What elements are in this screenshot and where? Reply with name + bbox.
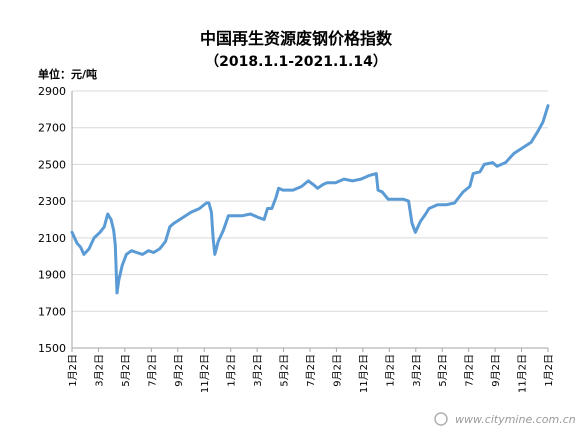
y-tick-label: 1900 — [38, 269, 66, 282]
y-tick-label: 2900 — [38, 85, 66, 98]
x-tick-label: 9月2日 — [490, 354, 502, 387]
y-tick-label: 1500 — [38, 342, 66, 355]
y-tick-label: 1700 — [38, 305, 66, 318]
x-tick-label: 11月2日 — [517, 354, 529, 393]
unit-label: 单位：元/吨 — [38, 67, 97, 81]
x-tick-label: 7月2日 — [146, 354, 158, 387]
axes — [71, 91, 548, 349]
x-tick-label: 5月2日 — [120, 354, 132, 387]
series-layer — [70, 104, 550, 295]
y-tick-label: 2700 — [38, 122, 66, 135]
x-tick-label: 3月2日 — [252, 354, 264, 387]
x-tick-label: 9月2日 — [331, 354, 343, 387]
x-tick-label: 11月2日 — [199, 354, 211, 393]
x-axis-ticks: 1月2日 3月2日 5月2日 7月2日 9月2日 11月2日 1月2日 3月2日 5月2日 7月2… — [67, 348, 555, 393]
chart-subtitle: （2018.1.1-2021.1.14） — [205, 54, 387, 70]
y-axis-ticks: 1500 1700 1900 2100 2300 2500 2700 2900 — [38, 85, 66, 355]
x-tick-label: 9月2日 — [173, 354, 185, 387]
watermark-logo-icon — [434, 412, 448, 426]
x-tick-label: 7月2日 — [464, 354, 476, 387]
watermark-text: www.citymine.com.cn — [455, 413, 576, 426]
x-tick-label: 1月2日 — [226, 354, 238, 387]
chart-title: 中国再生资源废钢价格指数 — [200, 29, 393, 48]
series-line — [70, 104, 550, 295]
y-tick-label: 2100 — [38, 232, 66, 245]
x-tick-label: 1月2日 — [67, 354, 79, 387]
y-tick-label: 2500 — [38, 158, 66, 171]
x-tick-label: 3月2日 — [411, 354, 423, 387]
x-tick-label: 1月2日 — [543, 354, 555, 387]
x-tick-label: 1月2日 — [384, 354, 396, 387]
x-tick-label: 5月2日 — [437, 354, 449, 387]
gridlines — [72, 90, 548, 312]
x-tick-label: 3月2日 — [93, 354, 105, 387]
x-tick-label: 7月2日 — [305, 354, 317, 387]
x-tick-label: 5月2日 — [279, 354, 291, 387]
y-tick-label: 2300 — [38, 195, 66, 208]
watermark: www.citymine.com.cn — [434, 412, 576, 426]
x-tick-label: 11月2日 — [358, 354, 370, 393]
